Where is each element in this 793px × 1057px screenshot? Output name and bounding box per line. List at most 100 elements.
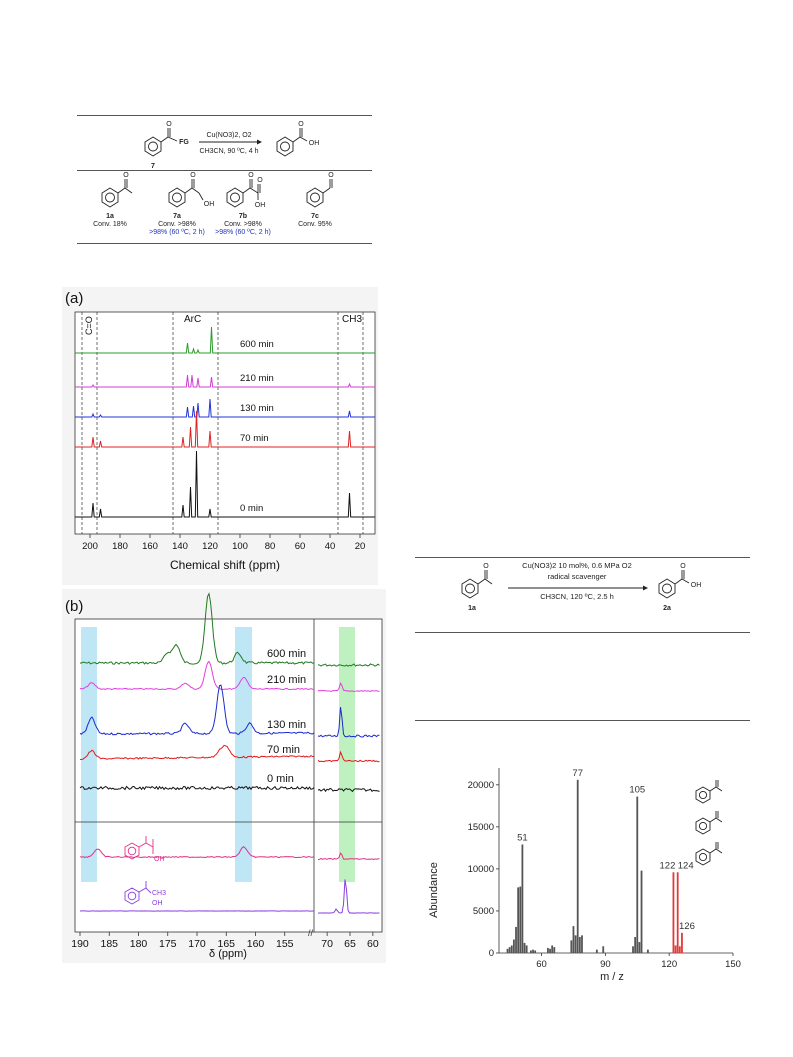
ms-axes: 0 5000 10000 15000 20000 60 90 120 150 [468, 768, 741, 970]
ref-structure-benzoylformic [124, 836, 154, 860]
7a-oh: OH [204, 201, 215, 208]
region-label-ch3: CH3 [342, 314, 362, 325]
s2-conditions: CH3CN, 120 ºC, 2.5 h [540, 592, 614, 601]
reactant-1a-structure [461, 570, 493, 599]
a-tick-label-2: 160 [142, 541, 158, 552]
ms-bar-0-11 [532, 949, 534, 953]
mass-spectrum-svg: 0 5000 10000 15000 20000 60 90 120 150 51 77 105 12… [428, 768, 741, 983]
scheme1-bottom-rule [77, 243, 372, 244]
compound-7b-conv: Conv. >98% [224, 221, 262, 228]
b-trace-label-0: 600 min [267, 648, 306, 660]
compound-7a-note: >98% (60 ºC, 2 h) [149, 229, 205, 236]
reaction-arrow-2-head [643, 585, 648, 591]
b-trace-label-3: 70 min [267, 744, 300, 756]
ms-bar-0-30 [647, 949, 649, 953]
s2-product-oh: OH [691, 582, 702, 589]
ms-ytick-label-4: 20000 [468, 780, 494, 791]
b-trace-left-2 [79, 684, 315, 736]
highlight-band-185 [81, 627, 97, 882]
product-o-atom: O [298, 121, 304, 128]
scheme2-drawing: O 1a Cu(NO3)2 10 mol%, 0.6 MPa O2 radica… [461, 561, 702, 612]
b-trace-label-2: 130 min [267, 719, 306, 731]
scheme2-bottom-rule [415, 720, 750, 721]
ms-bar-0-17 [570, 940, 573, 953]
reactant-7-structure [144, 128, 178, 157]
ms-bar-0-12 [534, 950, 537, 953]
ms-bar-0-1 [508, 947, 511, 953]
scheme1-reagents: Cu(NO3)2, O2 [206, 132, 251, 139]
ms-ytick-label-3: 15000 [468, 822, 494, 833]
7b-o-atom-1: O [248, 172, 254, 179]
a-tick-label-9: 20 [355, 541, 366, 552]
panel-a-traces: 600 min 210 min 130 min 70 min 0 min [75, 326, 375, 518]
scheme1-drawing: O FG 7 Cu(NO3)2, O2 CH3CN, 90 ºC, 4 h O … [93, 121, 334, 236]
ms-bar-0-21 [578, 937, 581, 953]
compound-7c-structure [306, 179, 333, 208]
b-trace-right-2 [317, 707, 380, 738]
b-tick-label-0: 190 [71, 938, 89, 950]
reactant-7-label: 7 [151, 163, 155, 170]
axis-break-mark: // [308, 928, 314, 938]
panel-a-xlabel: Chemical shift (ppm) [170, 558, 280, 572]
panel-b-traces: 600 min 210 min 130 min 70 min 0 min [79, 592, 380, 914]
ms-bar-0-24 [602, 946, 605, 953]
nmr-trace-0 [75, 326, 375, 354]
b-tick-label-1: 185 [100, 938, 118, 950]
trace-label-3: 70 min [240, 433, 269, 444]
ms-bar-1-0 [672, 872, 675, 953]
ms-peak-labels: 51 77 105 122 124 126 [517, 768, 695, 932]
ms-xtick-label-2: 120 [661, 959, 677, 970]
7c-o-atom: O [328, 172, 334, 179]
a-tick-label-0: 200 [82, 541, 98, 552]
a-tick-label-8: 40 [325, 541, 336, 552]
ms-bar-1-3 [678, 946, 681, 953]
fragment-structure-2 [695, 811, 723, 835]
s2-reagents-top: Cu(NO3)2 10 mol%, 0.6 MPa O2 [522, 561, 632, 570]
nmr-trace-1 [75, 374, 375, 388]
panel-b-label: (b) [65, 598, 83, 615]
ms-bar-0-7 [521, 844, 524, 953]
b-tick-label-10: 60 [367, 938, 379, 950]
s2-reagents-mid: radical scavenger [548, 572, 607, 581]
ms-peak-label-4: 124 [678, 860, 694, 871]
ms-bar-0-22 [581, 935, 583, 953]
b-trace-right-1 [317, 681, 380, 693]
ms-peak-label-2: 105 [629, 785, 645, 796]
b-tick-label-8: 70 [321, 938, 333, 950]
s2-product-label: 2a [663, 605, 671, 612]
ms-peak-label-3: 122 [660, 860, 676, 871]
region-label-co: C=O [84, 316, 94, 335]
ms-bar-0-0 [506, 948, 509, 953]
b-trace-left-3 [79, 744, 314, 760]
a-tick-label-6: 80 [265, 541, 276, 552]
ref-oh-2: OH [152, 900, 163, 907]
b-tick-label-4: 170 [188, 938, 206, 950]
panel-a-x-axis: 200 180 160 140 120 100 80 60 40 20 [82, 534, 365, 552]
ms-ytick-label-1: 5000 [473, 906, 494, 917]
b-trace-right-5 [317, 852, 380, 861]
ms-bar-1-1 [674, 945, 677, 953]
ms-bar-0-4 [515, 926, 517, 953]
fragment-structure-1 [695, 780, 723, 804]
b-tick-label-5: 165 [217, 938, 235, 950]
b-trace-right-4 [317, 787, 380, 793]
compound-7b-label: 7b [239, 213, 247, 220]
compound-7a-structure [168, 179, 204, 208]
trace-label-0: 600 min [240, 339, 274, 350]
a-tick-label-4: 120 [202, 541, 218, 552]
scheme1-mid-rule [77, 170, 372, 171]
scheme2-top-rule [415, 557, 750, 558]
panel-b-x-axis: 190 185 180 175 170 165 160 155 70 65 60 [71, 932, 379, 950]
7a-o-atom: O [190, 172, 196, 179]
nmr-trace-4 [75, 450, 375, 518]
panel-a-label: (a) [65, 290, 83, 307]
b-tick-label-6: 160 [247, 938, 265, 950]
a-tick-label-1: 180 [112, 541, 128, 552]
compound-1a-label: 1a [106, 213, 114, 220]
ms-xtick-label-0: 60 [536, 959, 547, 970]
panel-a-figure: (a) C=O ArC CH3 600 min 210 min 130 min 70 … [62, 287, 378, 585]
nmr-trace-3 [75, 410, 375, 448]
highlight-band-162 [235, 627, 252, 882]
